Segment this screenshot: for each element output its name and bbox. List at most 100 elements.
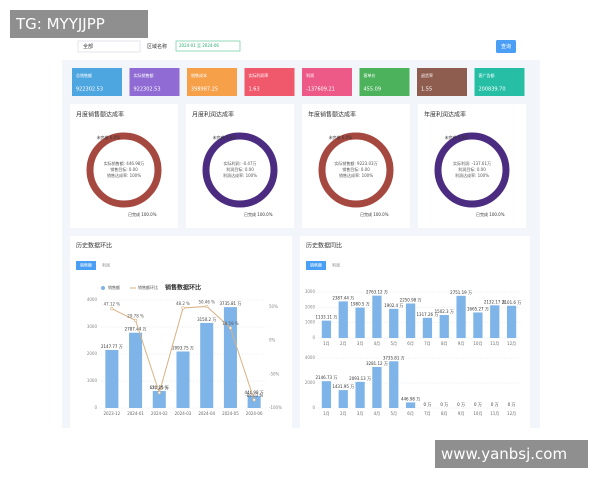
x-tick-label: 5月	[390, 411, 397, 416]
x-tick-label: 3月	[357, 341, 364, 346]
value-label: 3735.81 万	[383, 355, 405, 360]
donut-center-text: 销售目标: 0.00	[342, 166, 370, 172]
watermark: TG: MYYJJPP	[15, 15, 105, 33]
x-tick-label: 7月	[424, 341, 431, 346]
y-tick-label: 4000	[87, 297, 98, 302]
kpi-value: 200839.70	[479, 87, 506, 93]
kpi-card	[417, 68, 467, 96]
donut-center-text: 销售达成率: 100%	[339, 172, 373, 178]
x-tick-label: 1月	[323, 341, 330, 346]
bar	[506, 305, 517, 338]
date-picker[interactable]	[175, 40, 241, 52]
x-tick-label: 2024-03	[175, 411, 192, 416]
x-tick-label: 2024-04	[198, 411, 215, 416]
x-tick-label: 5月	[390, 341, 397, 346]
value-label: 2093.75 万	[172, 345, 194, 350]
kpi-card	[244, 68, 295, 96]
x-tick-label: 2024-06	[246, 411, 263, 416]
x-tick-label: 12月	[507, 411, 516, 416]
filter-bar	[62, 34, 540, 60]
bar	[473, 312, 483, 338]
line-point	[157, 391, 161, 395]
bar	[355, 307, 365, 338]
kpi-value: 1.63	[249, 87, 260, 93]
select-box[interactable]	[77, 40, 141, 53]
x-tick-label: 2024-02	[151, 411, 168, 416]
kpi-value: 455.09	[364, 87, 382, 93]
x-tick-label: 10月	[473, 411, 482, 416]
kpi-value: 922302.53	[76, 87, 103, 93]
bar	[176, 351, 190, 408]
line-point	[133, 318, 138, 322]
kpi-value: 1.55	[421, 87, 432, 93]
donut-top-label: 未完成 0.0%	[97, 134, 121, 140]
kpi-label: 实际利润率	[249, 72, 269, 78]
donut-ring	[202, 132, 278, 208]
panel-title: 年度利润达成率	[424, 111, 466, 119]
watermark-box	[435, 440, 588, 468]
donut-ring	[86, 132, 162, 208]
panel-title: 月度利润达成率	[192, 111, 234, 119]
x-tick-label: 2024-01	[127, 411, 144, 416]
donut-center-text: 销售达成率: 100%	[107, 172, 141, 178]
y-tick-label: 1000	[305, 320, 316, 325]
bar	[389, 308, 399, 338]
y-tick-label: 2000	[305, 304, 316, 309]
donut-center-text: 实际利润: -0.47万	[224, 160, 257, 166]
value-label: 3735.81 万	[220, 301, 242, 306]
y-tick-label: 2000	[87, 351, 98, 356]
value-label: 0 万	[491, 402, 499, 407]
donut-center-text: 利润达成率: 100%	[455, 172, 489, 178]
kpi-label: 退货率	[421, 72, 433, 78]
x-tick-label: 1月	[323, 411, 330, 416]
value-label: 446.98 万	[245, 390, 264, 395]
kpi-label: 客单价	[364, 72, 376, 78]
value-label: 1133.11 万	[316, 315, 338, 320]
legend-label: 销售额	[108, 284, 120, 290]
x-tick-label: 8月	[441, 411, 448, 416]
donut-bottom-label: 已完成 100.0%	[360, 211, 389, 217]
tab: 销售额	[80, 262, 92, 268]
panel	[70, 104, 178, 228]
legend-label: 销售额环比	[138, 284, 158, 290]
kpi-label: 销售成本	[191, 72, 207, 78]
bar	[200, 322, 214, 408]
value-label: 48.2 %	[176, 301, 190, 306]
x-tick-label: 2月	[340, 411, 347, 416]
watermark-box	[10, 10, 148, 38]
y2-tick-label: -100%	[269, 405, 282, 410]
x-tick-label: 11月	[490, 411, 499, 416]
watermark: www.yanbsj.com	[441, 445, 567, 463]
donut-center-text: 销售目标: 0.00	[110, 166, 138, 172]
bar	[372, 295, 382, 338]
y-tick-label: 0	[94, 405, 97, 410]
value-label: 47.12 %	[104, 302, 121, 307]
bar	[439, 314, 449, 338]
panel	[186, 104, 294, 228]
donut-center-text: 利润目标: 0.00	[458, 166, 486, 172]
value-label: 2751.19 万	[450, 290, 472, 295]
kpi-card	[474, 68, 525, 96]
kpi-value: 398987.25	[191, 87, 218, 93]
value-label: 2787.44 万	[125, 327, 147, 332]
donut-bottom-label: 已完成 100.0%	[128, 211, 157, 217]
query-button[interactable]	[496, 40, 516, 53]
kpi-card	[72, 68, 122, 96]
y-tick-label: 2000	[305, 380, 316, 385]
value-label: 1902.4 万	[384, 303, 403, 308]
value-label: 2146.73 万	[316, 375, 338, 380]
kpi-card	[302, 68, 352, 96]
value-label: 1502.3 万	[435, 309, 454, 314]
date-text: 2024-01 至 2024-06	[179, 43, 219, 48]
tab: 销售额	[310, 262, 322, 268]
value-label: 0 万	[474, 402, 482, 407]
panel	[302, 104, 410, 228]
x-tick-label: 4月	[374, 411, 381, 416]
y-tick-label: 4000	[305, 355, 316, 360]
kpi-value: -137609.21	[306, 87, 335, 93]
y-tick-label: 0	[312, 405, 315, 410]
value-label: 2250.98 万	[400, 297, 422, 302]
bar	[456, 295, 466, 338]
y-tick-label: 3000	[87, 324, 98, 329]
bar	[321, 320, 332, 338]
